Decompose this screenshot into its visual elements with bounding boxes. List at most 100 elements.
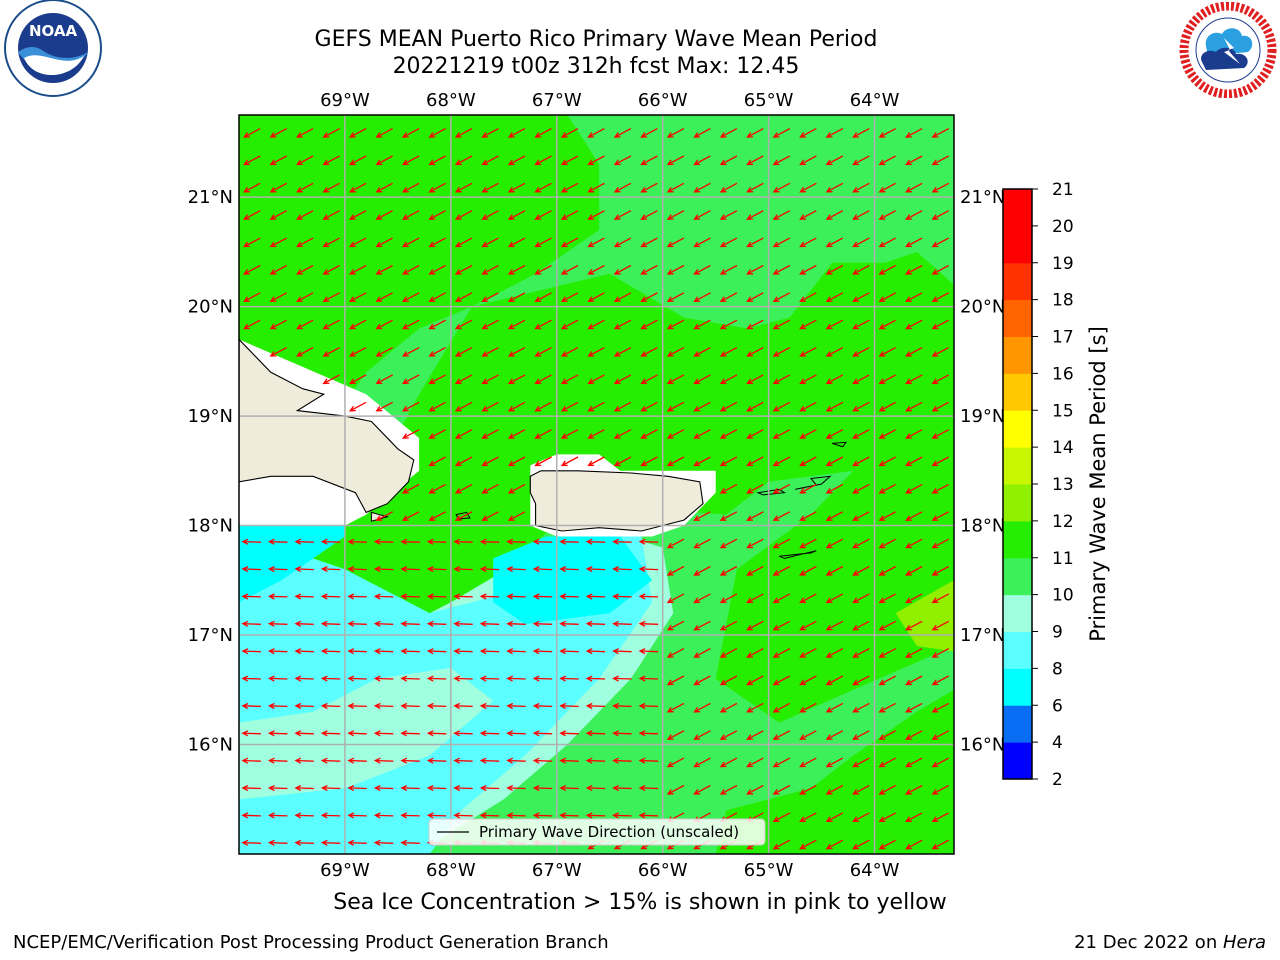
wave-arrow [585, 702, 606, 710]
wave-arrow [772, 538, 791, 549]
wave-arrow [479, 593, 500, 600]
wave-arrow [243, 319, 261, 330]
wave-arrow [400, 702, 420, 710]
wave-arrow [532, 593, 553, 600]
wave-arrow [878, 565, 897, 576]
wave-arrow [878, 210, 897, 220]
wave-arrow [612, 812, 632, 819]
wave-arrow [799, 182, 817, 193]
colorbar-tick-label: 19 [1052, 254, 1074, 274]
wave-arrow [532, 675, 553, 682]
colorbar-segment [1003, 447, 1032, 485]
wave-arrow [931, 128, 950, 138]
wave-arrow [931, 757, 950, 768]
wave-arrow [320, 730, 341, 737]
wave-arrow [373, 730, 394, 737]
wave-arrow [693, 675, 711, 686]
lat-tick-label-left: 17°N [188, 625, 233, 646]
wave-arrow [322, 292, 340, 302]
wave-arrow [693, 292, 711, 302]
wave-arrow [772, 401, 791, 412]
colorbar-segment [1003, 520, 1032, 559]
wave-arrow [453, 648, 473, 655]
colorbar-tick-label: 14 [1052, 438, 1074, 458]
wave-arrow [269, 182, 288, 193]
wave-arrow [347, 812, 367, 819]
wave-arrow [296, 319, 314, 330]
wave-arrow [479, 785, 500, 792]
wave-arrow [772, 264, 791, 275]
wave-arrow [481, 401, 499, 412]
colorbar-tick-label: 21 [1052, 180, 1074, 200]
wave-arrow [481, 483, 499, 494]
wave-arrow [481, 264, 499, 275]
wave-arrow [294, 538, 314, 545]
wave-arrow [348, 292, 367, 302]
wave-arrow [638, 648, 659, 655]
wave-arrow [453, 812, 473, 819]
wave-arrow [481, 292, 499, 302]
wave-arrow [799, 401, 817, 412]
wave-arrow [852, 730, 870, 740]
land-hispaniola [239, 338, 415, 514]
wave-arrow [481, 456, 499, 467]
wave-arrow [269, 210, 288, 220]
wave-arrow [931, 155, 950, 166]
wave-arrow [772, 237, 791, 248]
wave-arrow [852, 812, 870, 822]
wave-arrow [428, 483, 446, 494]
wave-arrow [481, 128, 499, 138]
wave-arrow [347, 566, 367, 573]
wave-arrow [241, 675, 261, 682]
wave-arrow [559, 702, 579, 710]
wave-arrow [454, 292, 473, 302]
wave-arrow [506, 785, 526, 792]
wave-arrow [375, 182, 393, 193]
wave-arrow [507, 128, 526, 138]
wave-arrow [373, 785, 394, 792]
wave-arrow [243, 128, 261, 138]
colorbar-segment [1003, 262, 1032, 301]
wave-arrow [746, 155, 764, 166]
wave-arrow [534, 401, 552, 412]
wave-arrow [640, 429, 658, 439]
wave-arrow [799, 374, 817, 385]
wave-arrow [693, 264, 711, 275]
wave-arrow [269, 237, 288, 248]
wave-arrow [878, 456, 897, 467]
wave-arrow [375, 292, 393, 302]
wave-arrow [481, 347, 499, 357]
footer-date: 21 Dec 2022 on Hera [1074, 932, 1266, 953]
map-frame [238, 114, 955, 855]
wave-arrow [426, 538, 447, 545]
wave-arrow [454, 429, 473, 439]
wave-arrow [719, 620, 738, 631]
wave-arrow [878, 620, 897, 631]
wave-arrow [322, 210, 340, 220]
wave-arrow [693, 757, 711, 768]
wave-arrow [666, 702, 685, 713]
wave-arrow [375, 374, 393, 385]
wave-arrow [426, 675, 447, 682]
wave-arrow [719, 757, 738, 768]
wave-arrow [719, 538, 738, 549]
wave-arrow [825, 702, 844, 713]
wave-arrow [666, 675, 685, 686]
wave-arrow [825, 593, 844, 604]
land-st-croix [779, 550, 817, 559]
wave-arrow [506, 730, 526, 737]
map-fill-layer [239, 115, 954, 854]
wave-arrow [825, 210, 844, 220]
wave-arrow [267, 566, 288, 573]
wave-arrow [693, 155, 711, 166]
wave-arrow [640, 319, 658, 330]
wave-arrow [612, 785, 632, 792]
wave-arrow [799, 511, 817, 521]
wave-arrow [269, 347, 288, 357]
wave-arrow [878, 292, 897, 302]
wave-arrow [401, 347, 420, 357]
wave-arrow [905, 401, 923, 412]
wave-arrow [693, 347, 711, 357]
wave-arrow [613, 237, 632, 248]
